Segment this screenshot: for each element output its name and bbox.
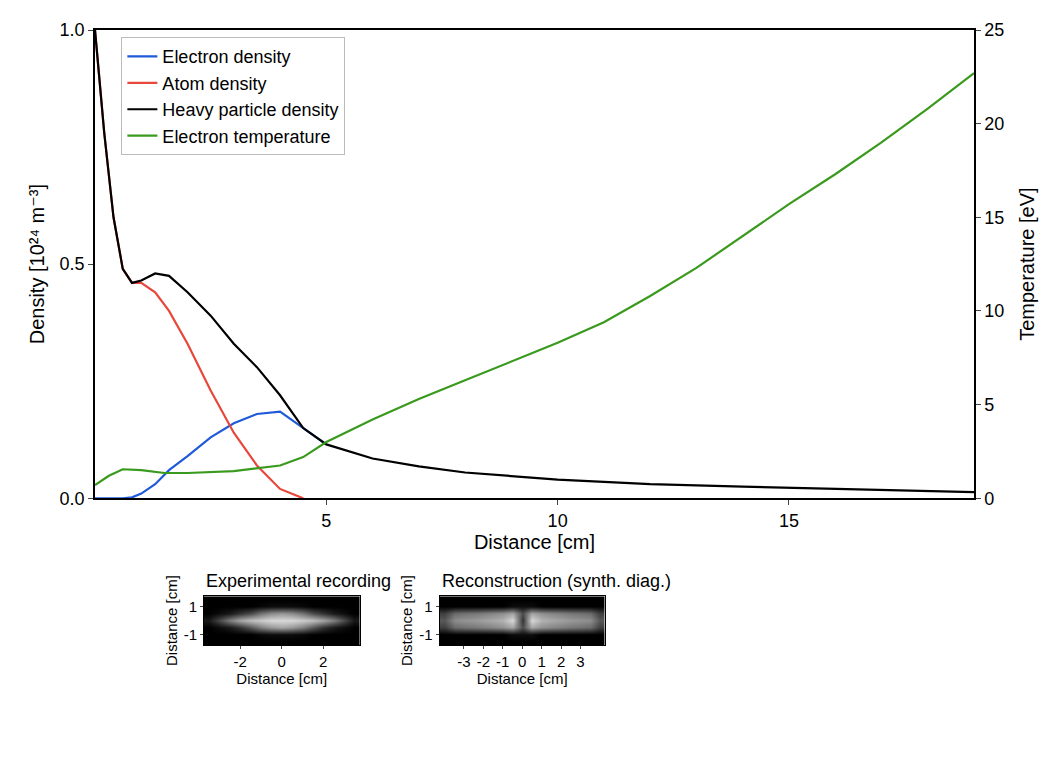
svg-text:25: 25 [984,20,1004,40]
svg-text:10: 10 [984,301,1004,321]
svg-text:-2: -2 [477,653,490,670]
svg-text:-1: -1 [496,653,509,670]
svg-text:Electron temperature: Electron temperature [162,127,330,147]
svg-text:5: 5 [984,395,994,415]
svg-text:0.0: 0.0 [60,489,85,509]
svg-text:Reconstruction (synth. diag.): Reconstruction (synth. diag.) [442,571,671,591]
svg-text:Heavy particle density: Heavy particle density [162,100,338,120]
svg-text:0: 0 [278,653,286,670]
svg-text:3: 3 [576,653,584,670]
svg-text:1.0: 1.0 [60,20,85,40]
svg-text:Experimental recording: Experimental recording [206,571,391,591]
svg-text:Distance [cm]: Distance [cm] [163,575,180,666]
svg-text:-1: -1 [184,626,197,643]
svg-text:15: 15 [779,511,799,531]
svg-text:Distance [cm]: Distance [cm] [236,670,327,687]
svg-text:Distance [cm]: Distance [cm] [477,670,568,687]
svg-text:Density [10²⁴ m⁻³]: Density [10²⁴ m⁻³] [27,184,49,344]
svg-text:2: 2 [319,653,327,670]
svg-text:5: 5 [321,511,331,531]
svg-text:Temperature [eV]: Temperature [eV] [1017,187,1039,340]
svg-text:1: 1 [189,598,197,615]
svg-text:Atom density: Atom density [162,74,266,94]
svg-text:0: 0 [984,489,994,509]
svg-text:Electron density: Electron density [162,47,290,67]
svg-text:Distance [cm]: Distance [cm] [398,575,415,666]
svg-text:-1: -1 [419,626,432,643]
svg-text:-3: -3 [457,653,470,670]
svg-text:1: 1 [424,598,432,615]
svg-text:1: 1 [537,653,545,670]
svg-text:Distance [cm]: Distance [cm] [474,531,595,553]
svg-text:-2: -2 [234,653,247,670]
svg-text:20: 20 [984,114,1004,134]
svg-text:0: 0 [518,653,526,670]
svg-text:10: 10 [548,511,568,531]
svg-text:15: 15 [984,208,1004,228]
svg-text:0.5: 0.5 [60,254,85,274]
svg-text:2: 2 [557,653,565,670]
